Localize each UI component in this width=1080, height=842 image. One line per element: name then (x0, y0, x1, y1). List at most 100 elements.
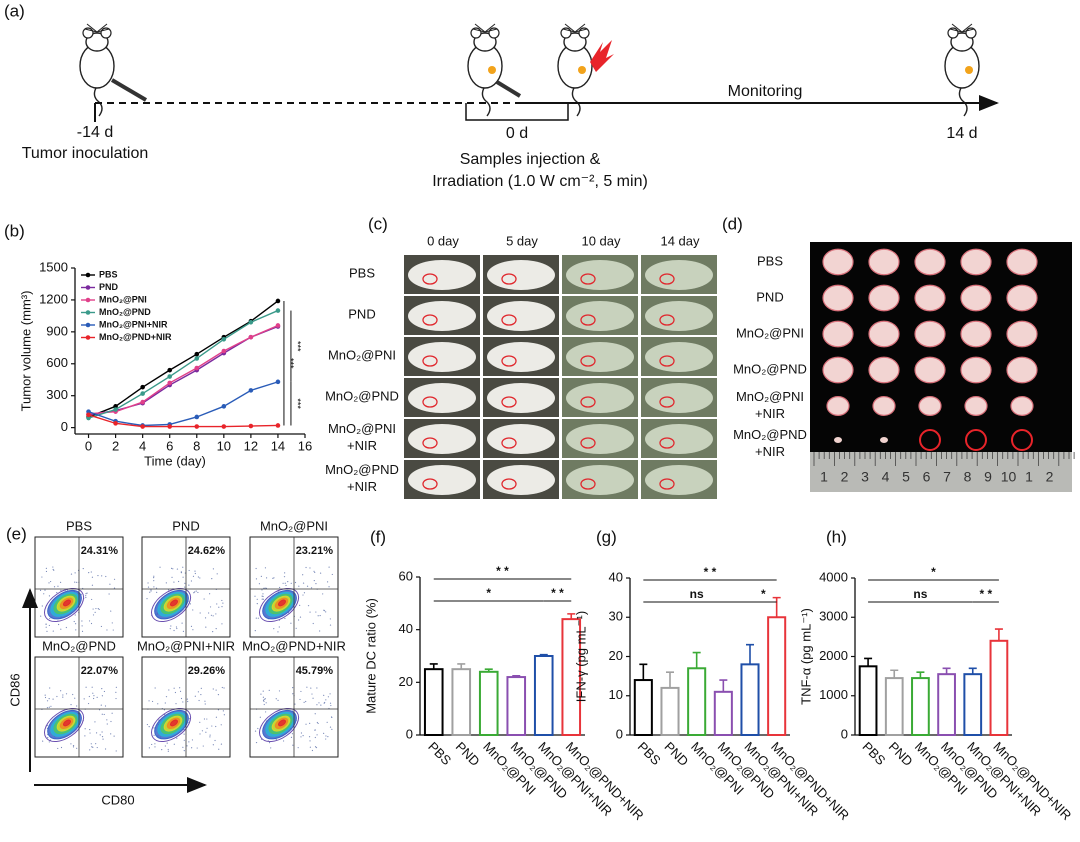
event-dot (320, 704, 322, 706)
event-dot (45, 570, 48, 573)
x-tick-label: 2 (112, 438, 119, 453)
event-dot (290, 736, 293, 738)
series-line (88, 381, 279, 427)
event-dot (312, 697, 314, 699)
bar (713, 690, 733, 737)
event-dot (165, 696, 168, 698)
row-label: PBS (349, 265, 375, 280)
event-dot (115, 697, 117, 700)
x-tick-label: PBS (425, 739, 454, 768)
x-tick-label: 16 (298, 438, 312, 453)
label: -14 d (77, 124, 113, 141)
row-label: PND (348, 306, 375, 321)
tumor-circle (580, 396, 596, 408)
event-dot (182, 566, 184, 568)
event-dot (211, 725, 213, 727)
event-dot (65, 693, 68, 695)
event-dot (112, 629, 114, 631)
tumor (960, 284, 992, 312)
point (113, 421, 118, 426)
event-dot (261, 595, 263, 597)
event-dot (57, 585, 59, 587)
bar (533, 655, 554, 736)
event-dot (101, 731, 103, 733)
event-dot (188, 584, 190, 586)
event-dot (58, 623, 60, 626)
event-dot (202, 745, 204, 747)
tumor-dot (965, 66, 973, 74)
label: Irradiation (1.0 W cm⁻², 5 min) (432, 173, 648, 190)
event-dot (328, 586, 330, 588)
mouse-photo (566, 260, 634, 290)
event-dot (197, 591, 199, 594)
event-dot (49, 687, 51, 689)
event-dot (92, 692, 94, 694)
x-tick-label: 4 (139, 438, 146, 453)
event-dot (154, 687, 156, 689)
event-dot (83, 698, 85, 700)
event-dot (193, 591, 196, 593)
tail (958, 85, 968, 117)
event-dot (159, 566, 161, 568)
tumor-circle (659, 314, 675, 326)
event-dot (56, 591, 58, 594)
event-dot (95, 607, 97, 610)
gate-percent: 24.62% (188, 545, 226, 557)
event-dot (328, 566, 330, 568)
event-dot (265, 711, 267, 713)
row-label: MnO₂@PNI (328, 347, 396, 362)
y-tick-label: 60 (399, 568, 413, 583)
event-dot (91, 584, 94, 586)
event-dot (192, 629, 194, 631)
gate-percent: 24.31% (81, 545, 119, 557)
event-dot (308, 736, 311, 738)
tumor-circle (659, 396, 675, 408)
event-dot (45, 623, 47, 625)
event-dot (184, 586, 186, 588)
event-dot (204, 700, 206, 702)
event-dot (258, 583, 261, 585)
significance-label: * * (551, 586, 564, 600)
event-dot (74, 697, 76, 699)
event-dot (108, 593, 110, 595)
empty-circle (965, 429, 987, 451)
event-dot (316, 687, 318, 689)
panel-label: (a) (4, 1, 25, 20)
event-dot (110, 733, 112, 735)
legend-marker (85, 322, 91, 328)
row-label: MnO₂@PND (733, 427, 807, 442)
event-dot (273, 628, 275, 630)
bar (451, 668, 472, 737)
mouse-photo (487, 342, 555, 372)
event-dot (44, 696, 47, 699)
event-dot (190, 625, 193, 627)
event-dot (292, 687, 294, 689)
event-dot (146, 598, 148, 600)
error-bar (666, 671, 674, 688)
event-dot (312, 622, 314, 625)
error-bar (429, 663, 438, 670)
event-dot (264, 587, 266, 589)
whisker (961, 23, 975, 33)
y-tick-label: 20 (399, 674, 413, 689)
y-tick-label: 10 (609, 687, 623, 702)
plot-title: MnO₂@PNI (260, 518, 328, 533)
empty-circle (919, 429, 941, 451)
event-dot (216, 603, 218, 605)
event-dot (329, 624, 332, 626)
row-label: MnO₂@PNI (736, 325, 804, 340)
event-dot (222, 602, 224, 604)
event-dot (212, 631, 214, 633)
event-dot (166, 742, 168, 744)
event-dot (75, 629, 77, 631)
event-dot (97, 574, 99, 577)
event-dot (74, 614, 76, 616)
row-label: +NIR (347, 479, 377, 494)
event-dot (303, 701, 305, 704)
event-dot (206, 718, 208, 720)
event-dot (45, 567, 47, 569)
event-dot (169, 628, 171, 630)
event-dot (329, 693, 331, 695)
error-bar (968, 667, 977, 675)
bar (963, 673, 983, 736)
